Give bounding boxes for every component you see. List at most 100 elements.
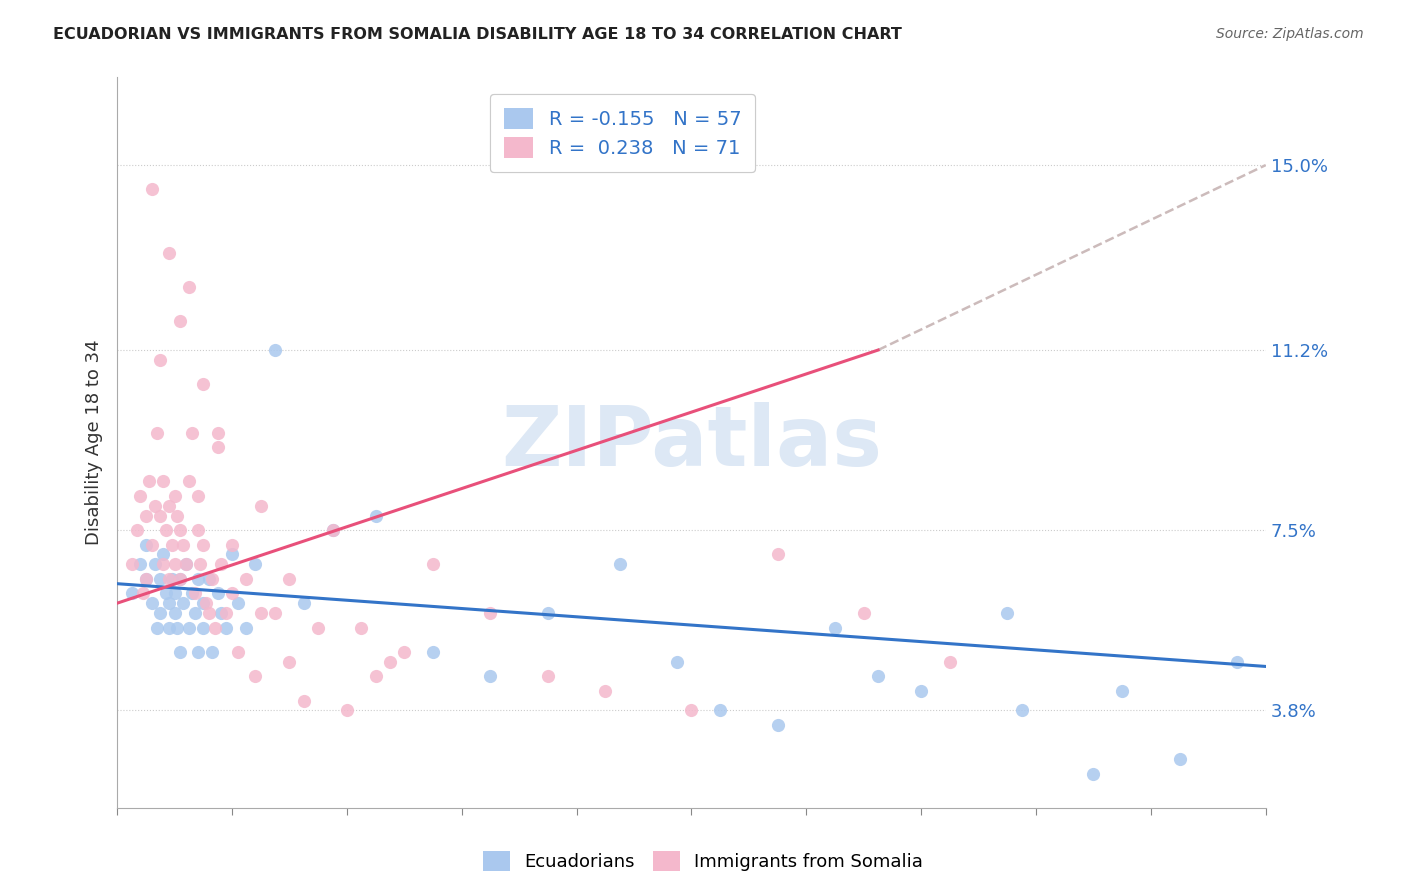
Point	[292, 693, 315, 707]
Text: ZIPatlas: ZIPatlas	[501, 402, 882, 483]
Point	[143, 558, 166, 572]
Point	[243, 669, 266, 683]
Point	[824, 620, 846, 634]
Point	[422, 558, 444, 572]
Point	[149, 572, 172, 586]
Point	[201, 645, 224, 659]
Point	[187, 489, 209, 503]
Point	[172, 596, 194, 610]
Point	[336, 703, 359, 717]
Point	[157, 620, 180, 634]
Point	[264, 343, 287, 357]
Point	[939, 655, 962, 669]
Point	[215, 620, 238, 634]
Point	[193, 538, 215, 552]
Legend: Ecuadorians, Immigrants from Somalia: Ecuadorians, Immigrants from Somalia	[475, 844, 931, 879]
Point	[138, 475, 160, 489]
Point	[1111, 683, 1133, 698]
Point	[169, 572, 191, 586]
Point	[146, 620, 169, 634]
Point	[221, 538, 243, 552]
Point	[166, 508, 188, 523]
Text: Source: ZipAtlas.com: Source: ZipAtlas.com	[1216, 27, 1364, 41]
Point	[292, 596, 315, 610]
Point	[183, 586, 205, 600]
Point	[187, 572, 209, 586]
Point	[187, 523, 209, 537]
Point	[1168, 752, 1191, 766]
Point	[243, 558, 266, 572]
Point	[479, 606, 502, 620]
Point	[155, 523, 177, 537]
Point	[852, 606, 875, 620]
Point	[163, 586, 186, 600]
Point	[135, 508, 157, 523]
Point	[149, 606, 172, 620]
Point	[322, 523, 344, 537]
Point	[174, 558, 197, 572]
Point	[141, 596, 163, 610]
Point	[183, 606, 205, 620]
Point	[995, 606, 1018, 620]
Point	[135, 572, 157, 586]
Point	[172, 538, 194, 552]
Point	[910, 683, 932, 698]
Point	[235, 572, 257, 586]
Point	[364, 669, 387, 683]
Point	[152, 475, 174, 489]
Point	[177, 279, 200, 293]
Point	[364, 508, 387, 523]
Point	[163, 606, 186, 620]
Point	[198, 572, 221, 586]
Point	[152, 548, 174, 562]
Point	[204, 620, 226, 634]
Point	[537, 669, 560, 683]
Point	[132, 586, 155, 600]
Point	[221, 548, 243, 562]
Point	[157, 572, 180, 586]
Point	[169, 523, 191, 537]
Point	[187, 645, 209, 659]
Point	[249, 499, 271, 513]
Point	[169, 572, 191, 586]
Point	[169, 645, 191, 659]
Point	[157, 245, 180, 260]
Point	[152, 558, 174, 572]
Point	[264, 606, 287, 620]
Point	[278, 572, 301, 586]
Point	[666, 655, 689, 669]
Point	[193, 377, 215, 392]
Point	[195, 596, 218, 610]
Point	[221, 586, 243, 600]
Point	[209, 606, 232, 620]
Point	[537, 606, 560, 620]
Point	[215, 606, 238, 620]
Point	[595, 683, 617, 698]
Point	[209, 558, 232, 572]
Point	[160, 538, 183, 552]
Point	[180, 586, 202, 600]
Point	[609, 558, 631, 572]
Point	[709, 703, 731, 717]
Point	[193, 620, 215, 634]
Point	[157, 499, 180, 513]
Point	[207, 441, 229, 455]
Point	[177, 620, 200, 634]
Point	[174, 558, 197, 572]
Point	[307, 620, 329, 634]
Point	[141, 538, 163, 552]
Point	[177, 475, 200, 489]
Point	[160, 572, 183, 586]
Point	[1011, 703, 1033, 717]
Point	[766, 548, 789, 562]
Point	[422, 645, 444, 659]
Point	[198, 606, 221, 620]
Point	[235, 620, 257, 634]
Point	[322, 523, 344, 537]
Point	[127, 523, 149, 537]
Point	[350, 620, 373, 634]
Point	[135, 538, 157, 552]
Point	[479, 669, 502, 683]
Text: ECUADORIAN VS IMMIGRANTS FROM SOMALIA DISABILITY AGE 18 TO 34 CORRELATION CHART: ECUADORIAN VS IMMIGRANTS FROM SOMALIA DI…	[53, 27, 903, 42]
Point	[163, 558, 186, 572]
